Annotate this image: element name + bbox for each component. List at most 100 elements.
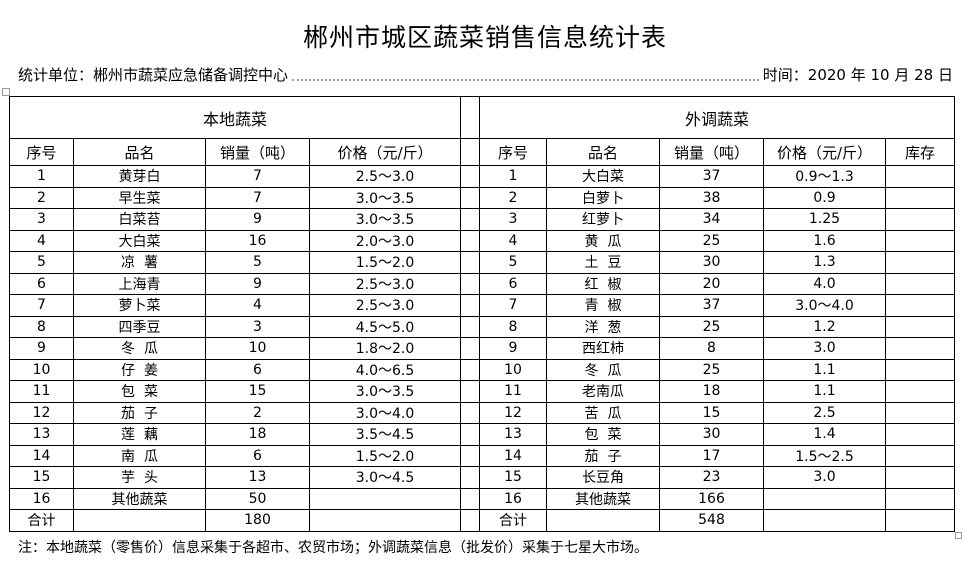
external-name-cell: 西红柿 [546, 337, 660, 360]
local-seq-cell: 13 [9, 423, 74, 446]
gap-cell [460, 208, 480, 231]
external-sales-cell: 166 [659, 487, 764, 510]
external-sales-cell: 20 [659, 272, 764, 295]
external-sales-cell: 34 [659, 208, 764, 231]
local-price-cell: 4.5～5.0 [309, 315, 461, 338]
external-stock-cell [885, 487, 955, 510]
local-price-cell: 3.0～3.5 [309, 380, 461, 403]
gap-cell [460, 315, 480, 338]
table-row: 10 仔 姜 6 4.0～6.5 10 冬 瓜 25 1.1 [9, 358, 955, 381]
external-price-cell: 4.0 [763, 272, 886, 295]
external-price-cell: 3.0 [763, 466, 886, 489]
external-stock-cell [885, 380, 955, 403]
external-sales-cell: 37 [659, 294, 764, 317]
local-price-cell: 2.5～3.0 [309, 294, 461, 317]
local-price-cell: 3.0～3.5 [309, 186, 461, 209]
external-seq-cell: 2 [479, 186, 547, 209]
table-move-handle[interactable] [2, 88, 10, 96]
report-date: 时间：2020 年 10 月 28 日 [762, 66, 953, 84]
local-price-cell: 2.0～3.0 [309, 229, 461, 252]
local-name-cell: 芋 头 [73, 466, 206, 489]
local-seq-cell: 9 [9, 337, 74, 360]
gap-cell [460, 294, 480, 317]
external-stock-cell [885, 186, 955, 209]
local-seq-cell: 2 [9, 186, 74, 209]
external-name-cell: 其他蔬菜 [546, 487, 660, 510]
gap-cell [460, 229, 480, 252]
external-sales-cell: 25 [659, 358, 764, 381]
external-name-cell: 红萝卜 [546, 208, 660, 231]
local-seq-cell: 合计 [9, 509, 74, 532]
table-row: 6 上海青 9 2.5～3.0 6 红 椒 20 4.0 [9, 272, 955, 295]
external-price-cell [763, 509, 886, 532]
external-seq-cell: 11 [479, 380, 547, 403]
local-sales-cell: 7 [205, 165, 310, 188]
gap-cell [460, 380, 480, 403]
external-stock-cell [885, 509, 955, 532]
local-seq-cell: 10 [9, 358, 74, 381]
external-price-cell: 1.1 [763, 380, 886, 403]
external-stock-cell [885, 272, 955, 295]
local-price-cell: 1.5～2.0 [309, 444, 461, 467]
gap-cell [460, 444, 480, 467]
gap-cell [460, 423, 480, 446]
local-header-price: 价格（元/斤） [309, 138, 461, 166]
external-header-price: 价格（元/斤） [763, 138, 886, 166]
local-sales-cell: 9 [205, 208, 310, 231]
external-seq-cell: 13 [479, 423, 547, 446]
external-price-cell: 3.0 [763, 337, 886, 360]
table-row: 4 大白菜 16 2.0～3.0 4 黄 瓜 25 1.6 [9, 229, 955, 252]
local-name-cell: 大白菜 [73, 229, 206, 252]
table-row: 13 莲 藕 18 3.5～4.5 13 包 菜 30 1.4 [9, 423, 955, 446]
local-name-cell: 冬 瓜 [73, 337, 206, 360]
external-sales-cell: 18 [659, 380, 764, 403]
table-row: 3 白菜苔 9 3.0～3.5 3 红萝卜 34 1.25 [9, 208, 955, 231]
table-row: 14 南 瓜 6 1.5～2.0 14 茄 子 17 1.5～2.5 [9, 444, 955, 467]
local-header-seq: 序号 [9, 138, 74, 166]
local-sales-cell: 2 [205, 401, 310, 424]
external-sales-cell: 23 [659, 466, 764, 489]
external-name-cell: 洋 葱 [546, 315, 660, 338]
local-price-cell: 2.5～3.0 [309, 165, 461, 188]
statistics-unit: 统计单位：郴州市蔬菜应急储备调控中心 [18, 66, 289, 84]
local-name-cell: 茄 子 [73, 401, 206, 424]
external-sales-cell: 37 [659, 165, 764, 188]
external-stock-cell [885, 444, 955, 467]
external-name-cell: 青 椒 [546, 294, 660, 317]
local-price-cell: 3.0～4.0 [309, 401, 461, 424]
external-sales-cell: 30 [659, 251, 764, 274]
local-sales-cell: 50 [205, 487, 310, 510]
local-sales-cell: 3 [205, 315, 310, 338]
local-price-cell: 2.5～3.0 [309, 272, 461, 295]
local-sales-cell: 4 [205, 294, 310, 317]
external-stock-cell [885, 358, 955, 381]
external-header-stock: 库存 [885, 138, 955, 166]
local-name-cell: 仔 姜 [73, 358, 206, 381]
gap-cell [460, 509, 480, 532]
table-row: 2 早生菜 7 3.0～3.5 2 白萝卜 38 0.9 [9, 186, 955, 209]
external-header-name: 品名 [546, 138, 660, 166]
gap-cell [460, 466, 480, 489]
external-seq-cell: 10 [479, 358, 547, 381]
external-stock-cell [885, 208, 955, 231]
document-title: 郴州市城区蔬菜销售信息统计表 [302, 23, 667, 52]
dotted-leader [292, 69, 759, 81]
local-sales-cell: 10 [205, 337, 310, 360]
local-seq-cell: 15 [9, 466, 74, 489]
local-seq-cell: 16 [9, 487, 74, 510]
external-seq-cell: 4 [479, 229, 547, 252]
local-seq-cell: 5 [9, 251, 74, 274]
vegetable-sales-table: 本地蔬菜 外调蔬菜 序号 品名 销量（吨） 价格（元/斤） 序号 品名 销量（吨） 价格（元/… [9, 96, 955, 532]
table-resize-handle[interactable] [955, 532, 962, 539]
external-header-seq: 序号 [479, 138, 547, 166]
local-sales-cell: 180 [205, 509, 310, 532]
external-seq-cell: 8 [479, 315, 547, 338]
external-sales-cell: 30 [659, 423, 764, 446]
local-sales-cell: 9 [205, 272, 310, 295]
local-seq-cell: 6 [9, 272, 74, 295]
external-price-cell: 1.2 [763, 315, 886, 338]
external-seq-cell: 14 [479, 444, 547, 467]
local-name-cell: 其他蔬菜 [73, 487, 206, 510]
column-header-row: 序号 品名 销量（吨） 价格（元/斤） 序号 品名 销量（吨） 价格（元/斤） 库存 [9, 138, 955, 166]
